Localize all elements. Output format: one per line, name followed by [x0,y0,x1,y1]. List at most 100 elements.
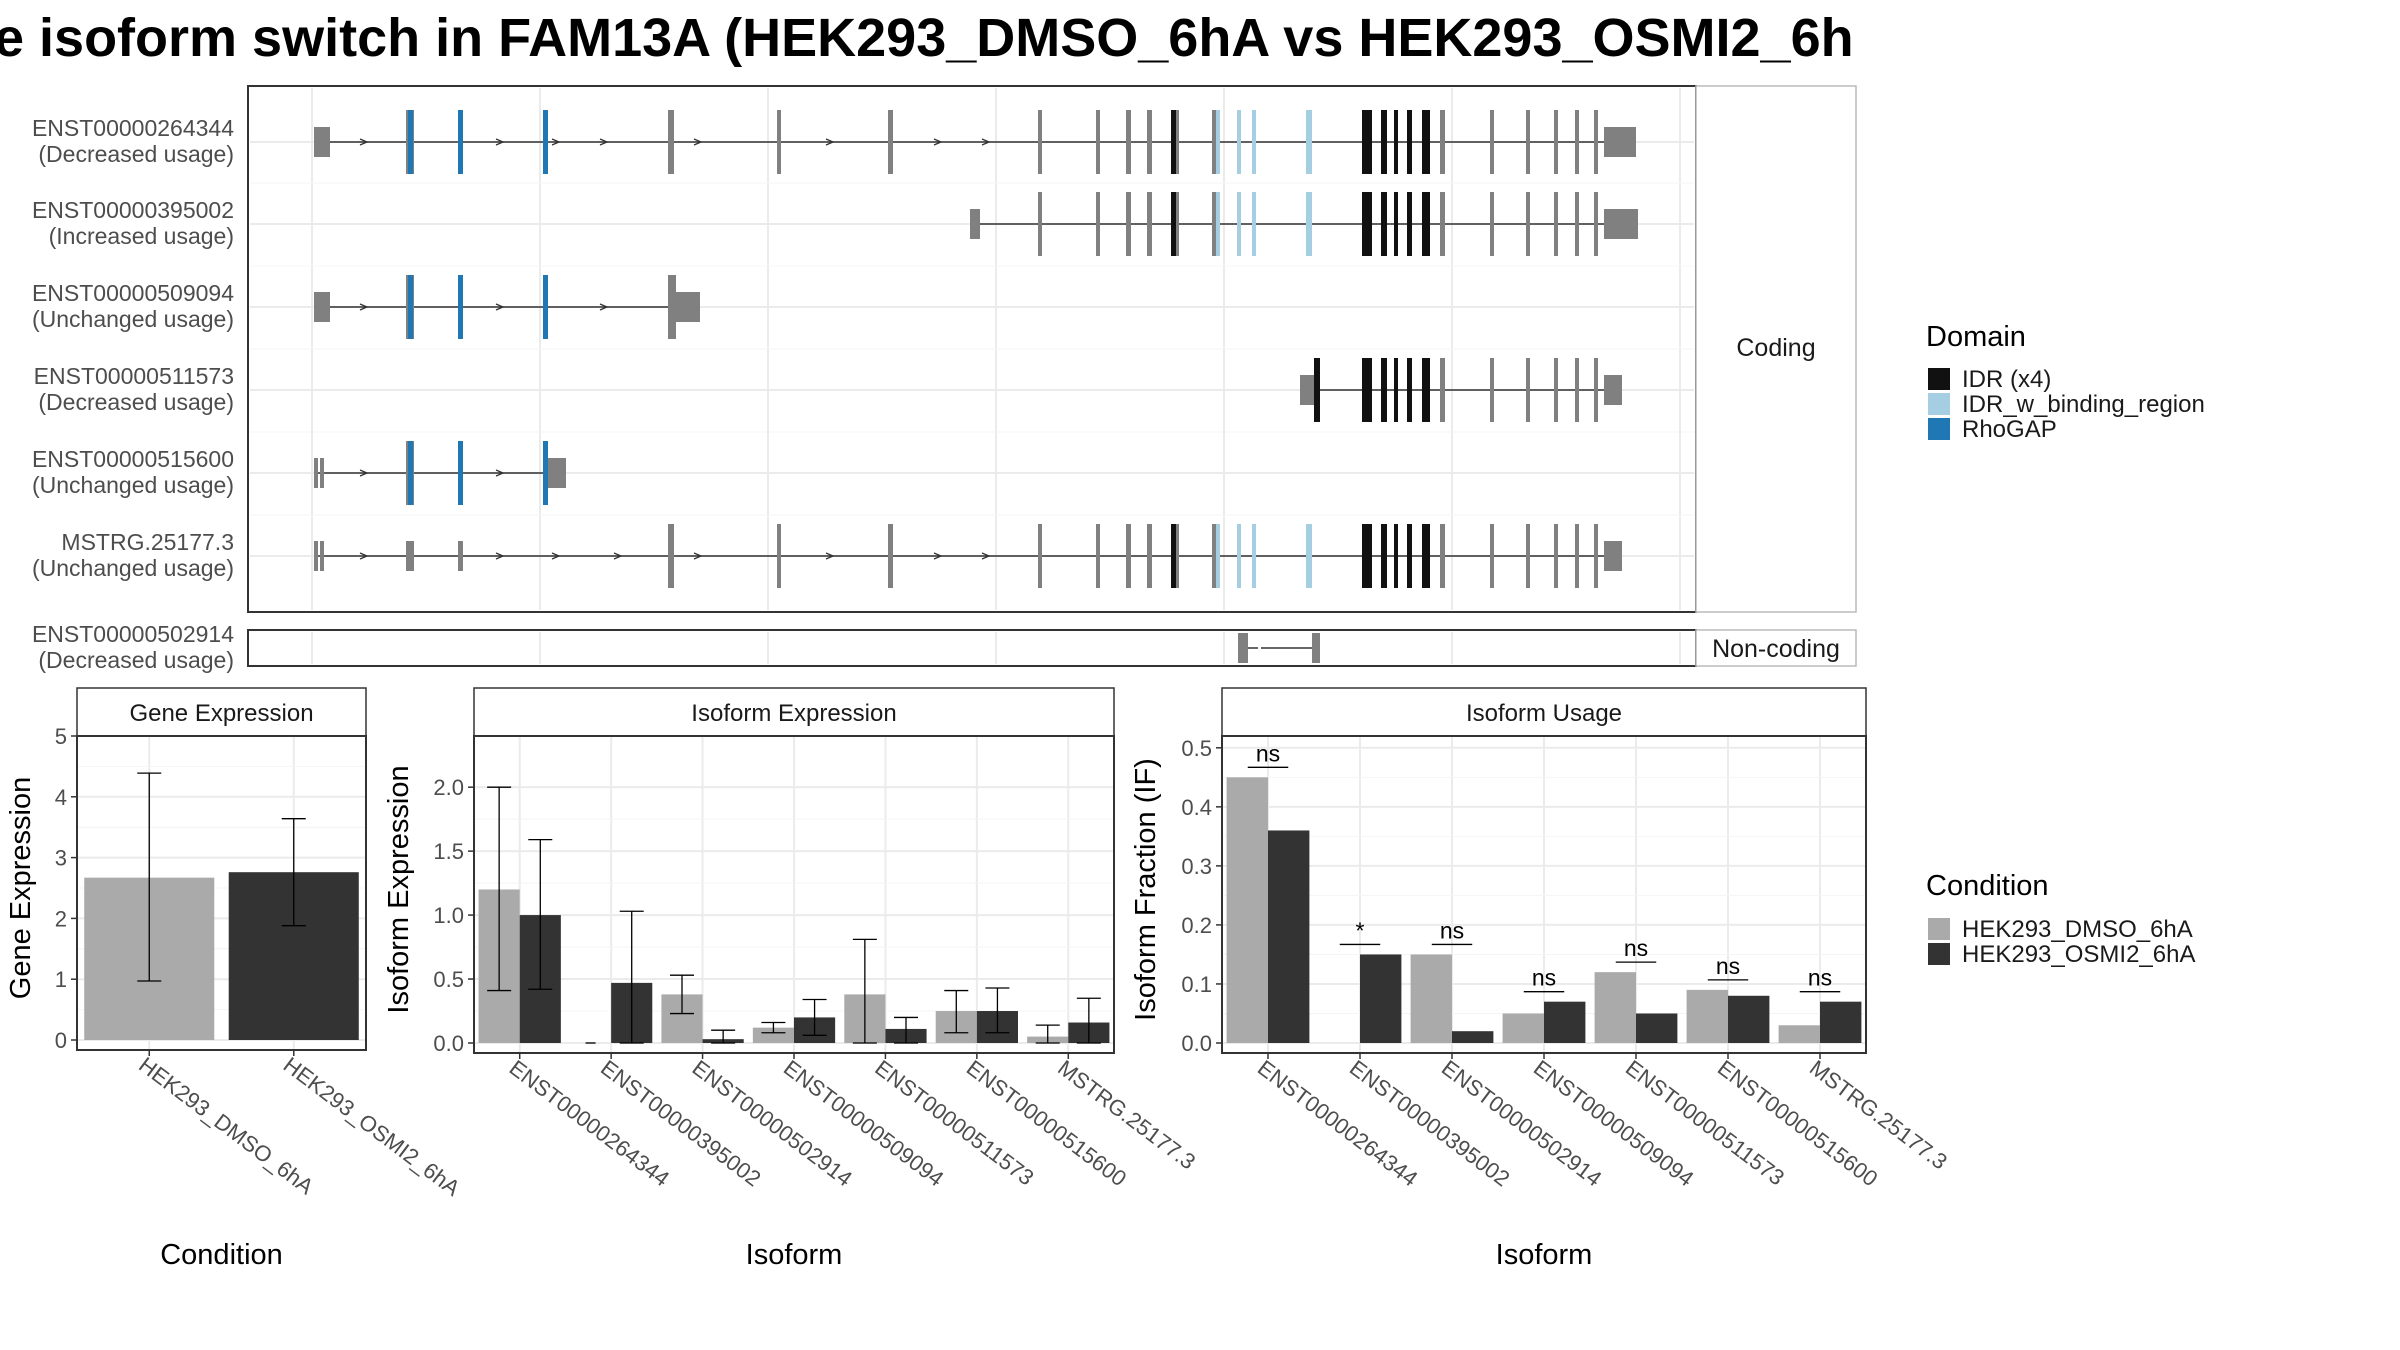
y-axis-title: Isoform Fraction (IF) [1130,758,1162,1021]
exon-block [1381,524,1387,588]
x-tick-label: ENST00000515600 [962,1055,1131,1191]
exon-block [1594,110,1598,174]
exon-block [1575,358,1579,422]
y-tick-label: 2 [55,906,67,931]
exon-block [1422,192,1430,256]
condition-legend: Condition HEK293_DMSO_6hAHEK293_OSMI2_6h… [1926,870,2195,968]
x-tick-label: ENST00000395002 [596,1055,765,1191]
exon-block [1440,358,1445,422]
exon-block [314,541,318,571]
exon-block [1252,192,1256,256]
transcript-usage-label: (Increased usage) [49,223,234,249]
strand-arrow [933,552,943,560]
exon-block [1575,192,1579,256]
exon-block [1306,192,1312,256]
exon-block [1490,358,1494,422]
exon-block [1422,358,1430,422]
isoform-usage-chart: Isoform Usage 0.0 0.1 0.2 0.3 0.4 0.5 ns * ns ns ns… [1130,687,1952,1271]
exon-block [1237,524,1241,588]
x-tick-label: ENST00000515600 [1713,1055,1882,1191]
strand-arrow [825,138,835,146]
exon-block [314,127,330,157]
exon-block [1526,110,1530,174]
condition-legend-swatch [1928,943,1950,965]
exon-block [1394,192,1398,256]
exon-block [1216,192,1220,256]
transcript-structure-panel: Coding Non-coding ENST00000264344(Decrea… [32,85,1857,673]
exon-block [676,292,700,322]
x-tick-label: ENST00000509094 [779,1055,948,1191]
exon-block [1216,110,1220,174]
domain-legend-swatch [1928,418,1950,440]
bar [752,1027,794,1043]
strand-arrow [495,303,505,311]
transcript-labels: ENST00000264344(Decreased usage) ENST0000… [32,115,234,673]
exon-block [1604,209,1638,239]
strand-arrow [359,552,369,560]
strand-arrow [551,552,561,560]
y-tick-label: 0.0 [433,1031,464,1056]
exon-block [543,275,548,339]
transcript-id-label: ENST00000264344 [32,115,234,141]
exon-block [1300,375,1314,405]
domain-legend-swatch [1928,393,1950,415]
exon-block [1554,358,1558,422]
exon-block [1394,110,1398,174]
exon-block [1147,524,1152,588]
significance-label: ns [1624,935,1648,961]
domain-legend-label: IDR_w_binding_region [1962,391,2205,418]
exon-block [1490,192,1494,256]
exon-block [1038,110,1042,174]
exon-block [1238,633,1248,663]
exon-block [1407,110,1412,174]
y-tick-label: 4 [55,785,67,810]
exon-block [1575,110,1579,174]
exon-block [1306,524,1312,588]
x-axis-title: Isoform [746,1239,843,1271]
exon-block [1604,127,1636,157]
exon-block [1252,110,1256,174]
exon-block [320,541,324,571]
exon-block [668,275,676,339]
exon-block [458,541,463,571]
noncoding-panel-frame [247,629,1697,667]
exon-block [1407,358,1412,422]
bar [1686,989,1728,1043]
exon-block [668,110,674,174]
exon-block [314,292,330,322]
y-tick-label: 3 [55,846,67,871]
exon-block [1212,110,1216,174]
transcript-id-label: ENST00000395002 [32,197,234,223]
bar [1502,1013,1544,1043]
exon-block [1526,192,1530,256]
domain-legend-label: IDR (x4) [1962,366,2051,393]
bar [1728,995,1770,1043]
exon-block [1306,110,1312,174]
exon-block [1147,110,1152,174]
x-tick-label: ENST00000264344 [1253,1055,1422,1191]
transcript-id-label: ENST00000511573 [34,363,234,389]
exon-block [777,110,781,174]
exon-block [1362,358,1372,422]
exon-block [1394,524,1398,588]
significance-label: ns [1716,953,1740,979]
exon-block [1407,524,1412,588]
bar [1360,954,1402,1043]
exon-block [1440,110,1445,174]
chart-title: Isoform Expression [691,700,896,727]
strand-arrow [359,303,369,311]
y-tick-label: 1.5 [433,839,464,864]
domain-legend: Domain IDR (x4)IDR_w_binding_regionRhoGA… [1926,321,2205,443]
significance-label: ns [1532,965,1556,991]
condition-legend-title: Condition [1926,870,2049,902]
strand-arrow [933,138,943,146]
x-axis-title: Isoform [1496,1239,1593,1271]
bar [1820,1001,1862,1043]
exon-block [1381,358,1387,422]
exon-block [1171,524,1176,588]
exon-block [970,209,980,239]
transcript-usage-label: (Decreased usage) [38,141,234,167]
exon-block [1362,192,1372,256]
exon-block [1594,192,1598,256]
